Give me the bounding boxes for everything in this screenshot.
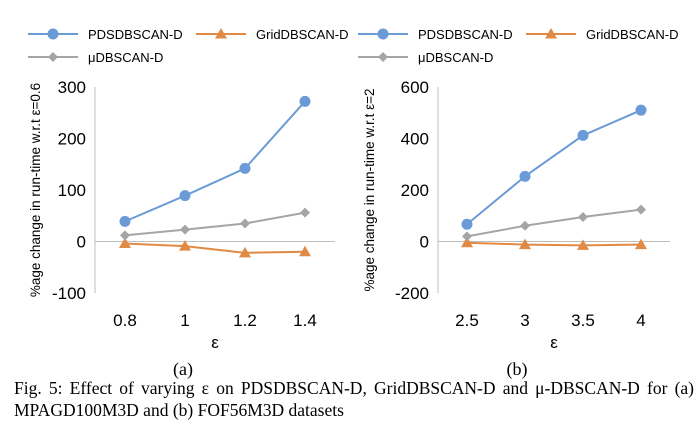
- data-point: [179, 190, 191, 202]
- legend-swatch-marker: [377, 28, 389, 40]
- data-point: [635, 238, 647, 250]
- data-point: [636, 204, 646, 215]
- y-tick-label: 200: [401, 181, 429, 200]
- y-tick-label: 300: [58, 78, 86, 97]
- data-point: [461, 236, 473, 248]
- series-pdsdbscand: [119, 95, 311, 227]
- data-point: [299, 245, 311, 257]
- series-griddbscand: [119, 237, 311, 258]
- data-point: [519, 238, 531, 250]
- legend: PDSDBSCAN-D GridDBSCAN-D μDBSCAN-D: [28, 27, 348, 65]
- x-axis-label: ε: [550, 333, 558, 352]
- x-tick-label: 4: [636, 311, 645, 330]
- data-point: [519, 170, 531, 182]
- chart-panel-a: -100 0 100 200 300 0.8 1 1.2 1.4 ε %age change in …: [28, 27, 348, 380]
- x-tick-label: 1.4: [293, 311, 317, 330]
- series-line: [466, 109, 642, 226]
- figure-caption: Fig. 5: Effect of varying ε on PDSDBSCAN…: [14, 378, 694, 420]
- series-line: [466, 208, 642, 238]
- legend-label: PDSDBSCAN-D: [418, 27, 513, 42]
- legend-swatch-marker: [378, 52, 388, 62]
- y-tick-label: 0: [420, 233, 429, 252]
- data-point: [300, 207, 310, 218]
- data-point: [461, 218, 473, 230]
- y-tick-label: 100: [58, 181, 86, 200]
- panel-label: (b): [507, 359, 528, 380]
- legend-label: GridDBSCAN-D: [256, 27, 348, 42]
- legend-item: PDSDBSCAN-D: [358, 27, 513, 42]
- data-point: [119, 237, 131, 249]
- x-tick-label: 3: [520, 311, 529, 330]
- data-point: [120, 230, 130, 241]
- data-point: [239, 246, 251, 258]
- data-point: [239, 162, 251, 174]
- data-point: [578, 212, 588, 223]
- y-tick-label: 0: [77, 233, 86, 252]
- legend-swatch-marker: [47, 28, 59, 40]
- legend-label: μDBSCAN-D: [88, 50, 163, 65]
- y-tick-label: -200: [395, 284, 429, 303]
- series-dbscand: [120, 207, 310, 241]
- legend-item: GridDBSCAN-D: [196, 27, 348, 42]
- data-point: [180, 224, 190, 235]
- y-tick-label: 200: [58, 130, 86, 149]
- legend: PDSDBSCAN-D GridDBSCAN-D μDBSCAN-D: [358, 27, 678, 65]
- legend-item: μDBSCAN-D: [358, 50, 493, 65]
- data-point: [577, 129, 589, 141]
- legend-label: GridDBSCAN-D: [586, 27, 678, 42]
- series-line: [466, 241, 642, 247]
- legend-item: μDBSCAN-D: [28, 50, 163, 65]
- series-pdsdbscand: [461, 104, 647, 230]
- legend-item: PDSDBSCAN-D: [28, 27, 183, 42]
- legend-label: PDSDBSCAN-D: [88, 27, 183, 42]
- data-point: [520, 220, 530, 231]
- series-dbscand: [462, 204, 646, 242]
- x-tick-label: 2.5: [455, 311, 479, 330]
- y-tick-label: 600: [401, 78, 429, 97]
- legend-item: GridDBSCAN-D: [526, 27, 678, 42]
- legend-label: μDBSCAN-D: [418, 50, 493, 65]
- series-griddbscand: [461, 236, 647, 250]
- legend-swatch-marker: [48, 52, 58, 62]
- data-point: [179, 240, 191, 251]
- series-line: [124, 211, 306, 237]
- data-point: [299, 95, 311, 107]
- data-point: [119, 215, 131, 227]
- chart-canvas: -100 0 100 200 300 0.8 1 1.2 1.4 ε %age change in …: [28, 27, 678, 380]
- series-line: [124, 100, 306, 223]
- y-tick-label: 400: [401, 130, 429, 149]
- panel-label: (a): [173, 359, 193, 380]
- x-tick-label: 1: [180, 311, 189, 330]
- y-axis-label: %age change in run-time w.r.t ε=2: [362, 88, 377, 291]
- x-tick-label: 3.5: [571, 311, 595, 330]
- data-point: [462, 231, 472, 242]
- data-point: [577, 239, 589, 250]
- data-point: [240, 218, 250, 229]
- x-tick-label: 0.8: [113, 311, 137, 330]
- x-tick-label: 1.2: [233, 311, 257, 330]
- y-axis-label: %age change in run-time w.r.t ε=0.6: [28, 83, 43, 297]
- y-tick-label: -100: [52, 284, 86, 303]
- chart-panel-b: -200 0 200 400 600 2.5 3 3.5 4 ε %age change in ru…: [358, 27, 678, 380]
- legend-swatch-marker: [215, 28, 227, 39]
- x-axis-label: ε: [211, 333, 219, 352]
- series-line: [124, 242, 306, 254]
- data-point: [635, 104, 647, 116]
- legend-swatch-marker: [545, 28, 557, 39]
